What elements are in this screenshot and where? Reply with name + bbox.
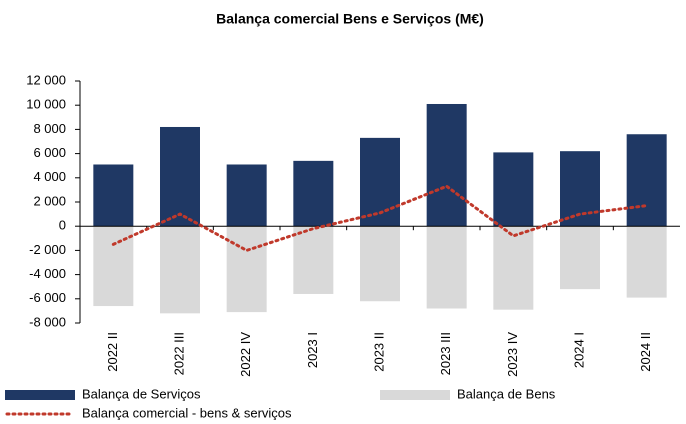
y-tick-label: -4 000 [29, 266, 66, 281]
legend-label: Balança de Bens [457, 386, 556, 401]
x-tick-label: 2023 III [438, 332, 453, 375]
x-tick-label: 2023 I [305, 332, 320, 368]
legend-swatch [5, 390, 75, 400]
y-tick-label: 2 000 [33, 193, 66, 208]
bar [160, 126, 200, 227]
x-tick-label: 2024 II [638, 332, 653, 372]
y-tick-label: -6 000 [29, 290, 66, 305]
bar [426, 226, 467, 309]
bar [293, 160, 334, 227]
bar [426, 103, 467, 227]
legend-label: Balança comercial - bens & serviços [82, 405, 292, 420]
x-tick-label: 2022 II [105, 332, 120, 372]
bar [160, 226, 200, 314]
y-tick-label: 6 000 [33, 145, 66, 160]
y-tick-label: 4 000 [33, 169, 66, 184]
bar [493, 152, 534, 227]
bar [626, 134, 667, 227]
bar [493, 226, 534, 310]
x-tick-label: 2023 IV [505, 332, 520, 377]
y-tick-label: -8 000 [29, 314, 66, 329]
bar [293, 226, 334, 294]
bar [360, 226, 400, 302]
y-tick-label: -2 000 [29, 242, 66, 257]
bar [93, 164, 134, 227]
chart-title: Balança comercial Bens e Serviços (M€) [216, 11, 484, 27]
x-tick-label: 2022 III [171, 332, 186, 375]
bar [226, 164, 267, 227]
y-tick-label: 12 000 [26, 72, 66, 87]
y-tick-label: 8 000 [33, 121, 66, 136]
legend-swatch [380, 390, 450, 400]
bar [626, 226, 667, 298]
y-tick-label: 10 000 [26, 97, 66, 112]
x-tick-label: 2024 I [571, 332, 586, 368]
line [111, 184, 649, 253]
x-tick-label: 2022 IV [238, 332, 253, 377]
x-tick-label: 2023 II [371, 332, 386, 372]
bar [560, 226, 600, 290]
bar [226, 226, 267, 313]
y-tick-label: 0 [59, 218, 66, 233]
legend-label: Balança de Serviços [82, 386, 201, 401]
